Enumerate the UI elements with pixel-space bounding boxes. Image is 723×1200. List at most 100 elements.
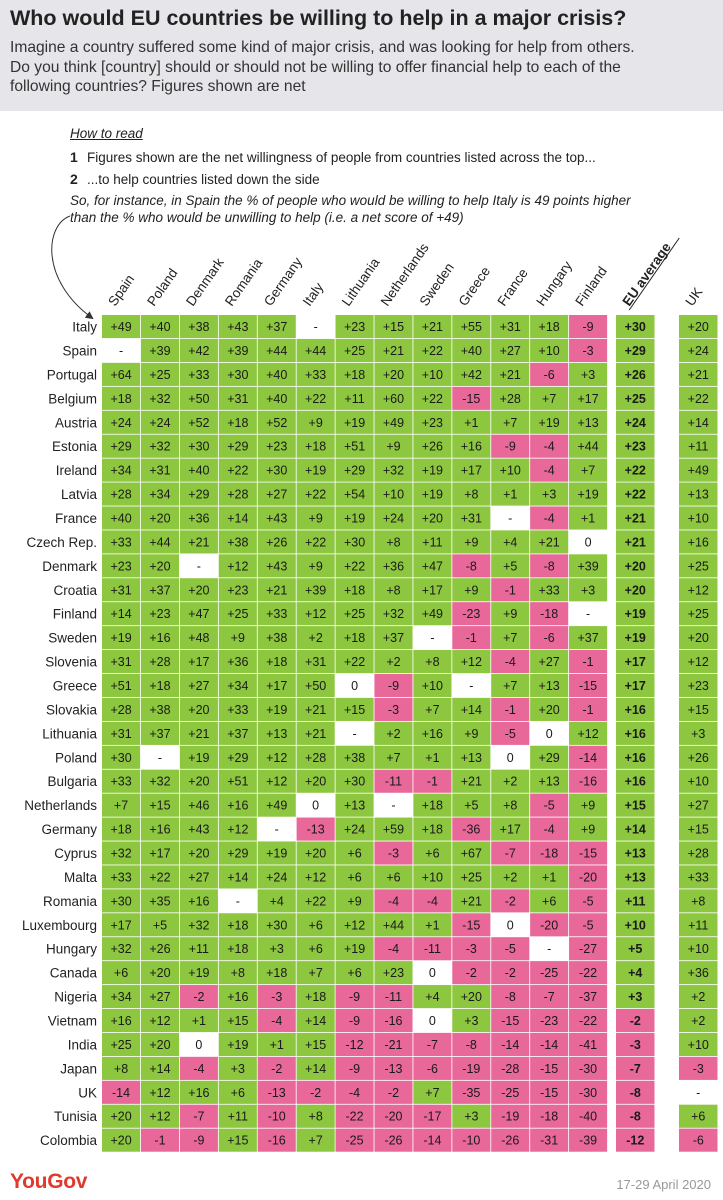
cell-value: -: [197, 559, 201, 573]
heatmap-cell: [569, 841, 608, 865]
heatmap-cell: [413, 554, 452, 578]
cell-value: +16: [625, 775, 646, 789]
cell-value: +49: [688, 464, 709, 478]
heatmap-cell: [374, 554, 413, 578]
heatmap-cell: [102, 793, 141, 817]
heatmap-cell: [296, 554, 335, 578]
heatmap-cell: [679, 769, 718, 793]
heatmap-cell: [569, 961, 608, 985]
cell-value: +39: [305, 583, 326, 597]
cell-value: +32: [383, 464, 404, 478]
heatmap-cell: [102, 1008, 141, 1033]
heatmap-cell: [257, 1056, 296, 1080]
column-header: Hungary: [533, 258, 575, 309]
how-to-read-heading: How to read: [70, 126, 143, 141]
heatmap-cell: [296, 1080, 335, 1104]
cell-value: +3: [231, 1062, 245, 1076]
heatmap-cell: [102, 841, 141, 865]
cell-value: +18: [422, 799, 443, 813]
heatmap-cell: [530, 458, 569, 482]
heatmap-cell: [257, 434, 296, 458]
cell-value: -11: [385, 990, 402, 1004]
heatmap-cell: [413, 458, 452, 482]
cell-value: +10: [688, 942, 709, 956]
heatmap-cell: [179, 338, 218, 363]
cell-value: -9: [583, 320, 594, 334]
cell-value: +22: [344, 559, 365, 573]
heatmap-cell: [679, 985, 718, 1009]
heatmap-cell: [296, 961, 335, 985]
cell-value: -26: [384, 1134, 402, 1148]
heatmap-cell: [374, 985, 413, 1009]
cell-value: +25: [227, 607, 248, 621]
cell-value: +3: [542, 488, 556, 502]
heatmap-cell: [257, 410, 296, 434]
heatmap-cell: [179, 506, 218, 530]
cell-value: +24: [688, 344, 709, 358]
heatmap-cell: [413, 530, 452, 554]
heatmap-cell: [102, 697, 141, 721]
heatmap-cell: [616, 362, 655, 386]
heatmap-cell: [335, 554, 374, 578]
cell-value: +4: [425, 990, 439, 1004]
heatmap-cell: [452, 673, 491, 698]
heatmap-cell: [413, 817, 452, 841]
cell-value: -4: [505, 655, 516, 669]
heatmap-cell: [374, 602, 413, 626]
cell-value: -8: [466, 1038, 477, 1052]
heatmap-cell: [257, 817, 296, 841]
cell-value: +30: [344, 775, 365, 789]
cell-value: -4: [388, 894, 399, 908]
heatmap-cell: [679, 458, 718, 482]
cell-value: +6: [425, 847, 439, 861]
heatmap-cell: [296, 410, 335, 434]
cell-value: +22: [688, 392, 709, 406]
heatmap-cell: [569, 1080, 608, 1104]
cell-value: -3: [466, 942, 477, 956]
cell-value: -: [696, 1086, 700, 1100]
cell-value: +32: [110, 942, 131, 956]
heatmap-cell: [569, 530, 608, 554]
cell-value: -: [547, 942, 551, 956]
cell-value: -15: [462, 918, 480, 932]
heatmap-cell: [296, 506, 335, 530]
cell-value: -15: [501, 1014, 519, 1028]
heatmap-cell: [413, 697, 452, 721]
heatmap-cell: [452, 745, 491, 769]
heatmap-cell: [335, 578, 374, 602]
cell-value: -1: [154, 1134, 165, 1148]
heatmap-cell: [335, 769, 374, 793]
cell-value: -22: [579, 966, 597, 980]
cell-value: +10: [688, 1038, 709, 1052]
heatmap-cell: [335, 721, 374, 745]
heatmap-cell: [679, 793, 718, 817]
heatmap-cell: [616, 1008, 655, 1033]
cell-value: +19: [422, 488, 443, 502]
heatmap-cell: [374, 578, 413, 602]
heatmap-cell: [679, 434, 718, 458]
cell-value: +2: [691, 990, 705, 1004]
cell-value: +17: [577, 392, 598, 406]
heatmap-cell: [335, 889, 374, 913]
cell-value: +21: [266, 583, 287, 597]
heatmap-cell: [140, 1104, 180, 1128]
subtitle-line: Do you think [country] should or should …: [10, 58, 621, 76]
cell-value: +3: [581, 583, 595, 597]
heatmap-cell: [140, 817, 180, 841]
heatmap-cell: [616, 913, 655, 937]
cell-value: +25: [344, 344, 365, 358]
heatmap-cell: [530, 1008, 569, 1033]
heatmap-cell: [452, 697, 491, 721]
heatmap-cell: [179, 1056, 218, 1080]
cell-value: +18: [227, 942, 248, 956]
heatmap-cell: [530, 1104, 569, 1128]
cell-value: +3: [628, 990, 642, 1004]
cell-value: +37: [577, 631, 598, 645]
cell-value: -8: [630, 1110, 641, 1124]
heatmap-cell: [452, 410, 491, 434]
cell-value: -4: [349, 1086, 360, 1100]
cell-value: +21: [625, 535, 646, 549]
cell-value: -1: [583, 703, 594, 717]
cell-value: +19: [305, 464, 326, 478]
cell-value: +12: [688, 583, 709, 597]
